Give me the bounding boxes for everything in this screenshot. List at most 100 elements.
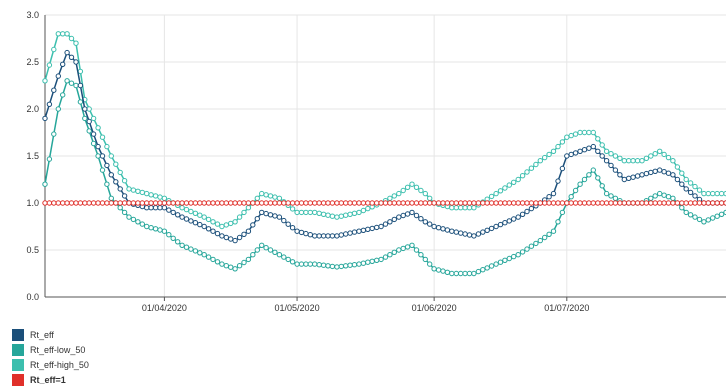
data-point	[108, 195, 115, 202]
legend-item-rt-eff[interactable]: Rt_eff	[12, 327, 89, 342]
data-point	[126, 200, 132, 206]
data-point	[568, 132, 574, 139]
data-point	[559, 200, 566, 206]
data-point	[608, 200, 614, 206]
data-point	[435, 200, 442, 206]
data-point	[343, 263, 349, 269]
data-point	[665, 170, 672, 176]
legend-item-rt-eff-high[interactable]: Rt_eff-high_50	[12, 357, 89, 372]
data-point	[577, 148, 583, 155]
data-point	[590, 143, 596, 150]
data-point	[679, 200, 685, 206]
data-point	[170, 235, 176, 242]
data-point	[413, 184, 420, 191]
data-point	[241, 259, 247, 266]
data-point	[104, 200, 110, 206]
data-point	[652, 151, 658, 157]
data-point	[232, 237, 238, 244]
data-point	[316, 233, 322, 239]
data-point	[630, 174, 636, 180]
data-point	[435, 267, 442, 273]
legend-item-rt-eff-1[interactable]: Rt_eff=1	[12, 372, 89, 387]
y-tick-label: 0.5	[26, 245, 39, 255]
legend: Rt_eff Rt_eff-low_50 Rt_eff-high_50 Rt_e…	[12, 327, 89, 387]
data-point	[488, 225, 495, 232]
data-point	[365, 226, 371, 233]
data-point	[555, 200, 561, 206]
data-point	[409, 200, 415, 206]
data-point	[661, 151, 667, 158]
data-point	[679, 170, 685, 176]
data-point	[626, 200, 632, 206]
data-point	[603, 158, 610, 164]
data-point	[537, 158, 543, 164]
data-point	[90, 140, 97, 147]
data-point	[360, 200, 367, 206]
data-point	[692, 200, 698, 206]
data-point	[458, 200, 464, 206]
data-point	[77, 82, 84, 89]
data-point	[670, 195, 676, 202]
data-point	[289, 200, 296, 206]
y-tick-label: 3.0	[26, 10, 39, 20]
data-point	[542, 200, 548, 206]
data-point	[493, 261, 499, 267]
data-point	[418, 187, 424, 194]
data-point	[466, 232, 473, 238]
data-point	[126, 186, 132, 192]
y-axis: 0.0 0.5 1.0 1.5 2.0 2.5 3.0	[26, 10, 46, 302]
data-point	[360, 260, 367, 266]
data-point	[236, 214, 243, 220]
data-point	[449, 205, 455, 211]
data-point	[166, 232, 172, 238]
data-point	[73, 200, 79, 206]
data-point	[312, 209, 318, 216]
data-point	[670, 172, 676, 178]
data-point	[285, 221, 291, 227]
data-point	[60, 31, 66, 37]
data-point	[550, 190, 557, 197]
data-point	[68, 80, 75, 86]
data-point	[427, 195, 433, 202]
data-point	[183, 206, 190, 213]
data-point	[294, 228, 300, 234]
data-point	[144, 205, 150, 211]
data-point	[104, 181, 110, 187]
data-point	[555, 143, 561, 150]
data-point	[144, 223, 150, 230]
data-point	[696, 187, 703, 193]
data-point	[152, 200, 159, 206]
data-point	[276, 200, 283, 206]
data-point	[493, 190, 499, 197]
data-point	[320, 200, 327, 206]
data-point	[603, 190, 610, 197]
data-point	[687, 189, 694, 196]
data-point	[581, 200, 588, 206]
data-point	[502, 185, 508, 191]
data-point	[404, 184, 411, 191]
data-point	[648, 169, 654, 176]
data-point	[82, 200, 88, 206]
data-point	[621, 158, 627, 164]
y-tick-label: 0.0	[26, 292, 39, 302]
data-point	[696, 216, 703, 223]
data-point	[608, 193, 614, 199]
data-point	[254, 195, 260, 202]
legend-item-rt-eff-low[interactable]: Rt_eff-low_50	[12, 342, 89, 357]
data-point	[228, 220, 234, 227]
data-point	[599, 142, 605, 148]
data-point	[263, 245, 269, 251]
data-point	[537, 200, 543, 206]
data-point	[250, 252, 256, 258]
data-point	[281, 200, 287, 206]
data-point	[77, 200, 84, 206]
data-point	[453, 205, 459, 211]
data-point	[444, 200, 451, 206]
data-point	[396, 247, 402, 253]
data-point	[254, 216, 260, 222]
data-point	[82, 106, 88, 112]
data-point	[657, 200, 663, 206]
data-point	[210, 200, 216, 206]
legend-swatch	[12, 358, 24, 371]
data-point	[528, 200, 535, 206]
